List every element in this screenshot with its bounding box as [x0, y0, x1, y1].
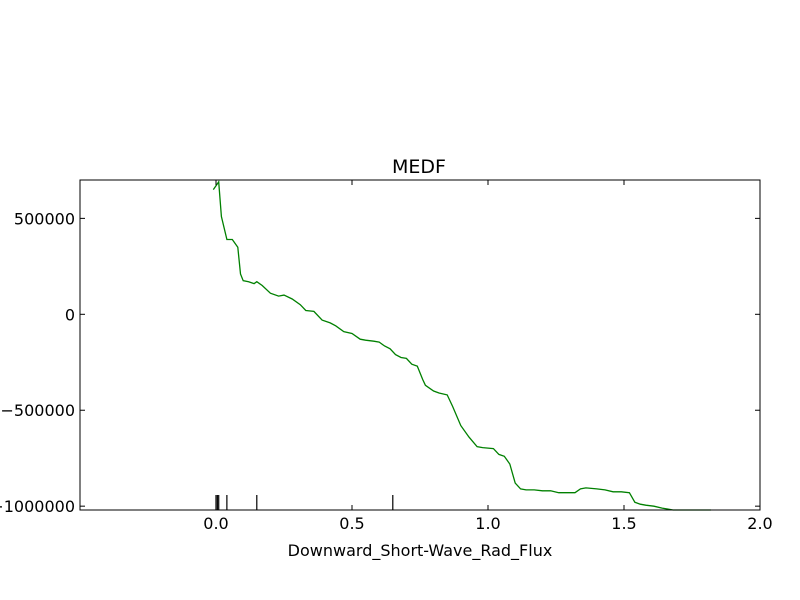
x-tick-label: 0.0: [203, 514, 228, 533]
x-tick-label: 2.0: [747, 514, 772, 533]
y-tick-label: 0: [65, 305, 75, 324]
y-axis: 500000 0 −500000 −1000000: [0, 209, 760, 516]
x-axis: 0.0 0.5 1.0 1.5 2.0: [203, 180, 773, 533]
chart-title: MEDF: [392, 156, 446, 178]
x-tick-label: 1.5: [611, 514, 636, 533]
series-line-0: [212, 180, 711, 511]
y-tick-label: −1000000: [0, 497, 75, 516]
plot-area: [79, 179, 761, 511]
x-axis-label: Downward_Short-Wave_Rad_Flux: [288, 541, 553, 561]
y-tick-label: 500000: [14, 209, 75, 228]
plot-frame: [79, 179, 761, 511]
x-tick-label: 0.5: [339, 514, 364, 533]
y-tick-label: −500000: [1, 401, 75, 420]
x-tick-label: 1.0: [475, 514, 500, 533]
